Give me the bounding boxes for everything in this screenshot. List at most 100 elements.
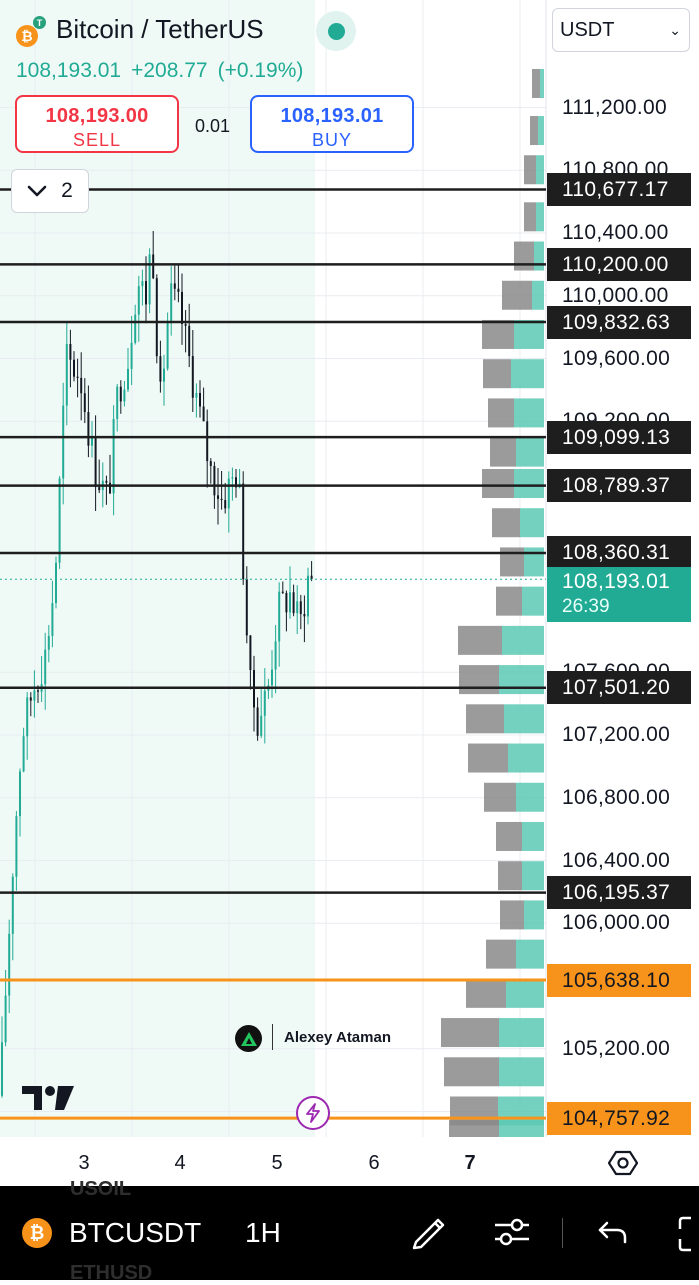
- candle-body: [145, 281, 147, 305]
- author-separator: [272, 1024, 273, 1050]
- candle-body: [26, 697, 29, 737]
- tradingview-logo-icon[interactable]: [20, 1082, 76, 1112]
- volume-profile-up-bar: [522, 586, 544, 616]
- price-tick-label: 106,400.00: [562, 848, 671, 872]
- volume-profile-up-bar: [524, 547, 544, 577]
- candle-body: [55, 562, 57, 604]
- candle-body: [65, 344, 68, 406]
- volume-profile-up-bar: [540, 68, 544, 98]
- candle-body: [199, 393, 201, 407]
- chart-settings-icon[interactable]: [608, 1148, 638, 1178]
- fullscreen-icon[interactable]: [677, 1214, 699, 1254]
- volume-profile-down-bar: [524, 155, 536, 185]
- level-price-label: 106,195.37: [547, 876, 691, 910]
- volume-profile-up-bar: [522, 861, 544, 891]
- toolbar-symbol-button[interactable]: BTCUSDT: [69, 1217, 202, 1248]
- time-axis[interactable]: [0, 1137, 699, 1186]
- author-logo-icon: [235, 1025, 262, 1052]
- symbol-title[interactable]: Bitcoin / TetherUS: [56, 14, 264, 44]
- candle-body: [155, 278, 158, 357]
- volume-profile-down-bar: [492, 508, 520, 538]
- level-price-label: 108,789.37: [547, 469, 691, 503]
- candle-body: [29, 697, 32, 701]
- change-pct: (+0.19%): [217, 59, 304, 82]
- price-tick-label: 111,200.00: [562, 95, 667, 119]
- buy-label: BUY: [311, 130, 352, 150]
- candle-body: [289, 592, 291, 613]
- volume-profile-up-bar: [502, 625, 544, 655]
- indicators-settings-icon[interactable]: [493, 1214, 531, 1250]
- bitcoin-coin-icon: ₿: [22, 1218, 52, 1248]
- volume-profile-up-bar: [532, 280, 544, 310]
- candle-body: [22, 736, 25, 772]
- candle-body: [184, 324, 187, 326]
- chart-canvas[interactable]: [0, 0, 699, 1186]
- candle-body: [209, 461, 212, 466]
- current-price-value: 108,193.01: [562, 570, 671, 593]
- candle-body: [278, 591, 281, 642]
- volume-profile-up-bar: [511, 359, 544, 389]
- volume-profile-down-bar: [514, 241, 534, 271]
- ghost-symbol-above: USOIL: [70, 1178, 132, 1200]
- toolbar-interval-button[interactable]: 1H: [245, 1217, 281, 1248]
- volume-profile-up-bar: [499, 665, 544, 695]
- volume-profile-down-bar: [482, 469, 514, 498]
- level-price-label: 110,200.00: [547, 247, 691, 281]
- chart-area[interactable]: ₿ T Bitcoin / TetherUS 108,193.01 +208.77…: [0, 0, 699, 1186]
- volume-profile-up-bar: [538, 116, 544, 146]
- undo-icon[interactable]: [597, 1220, 629, 1246]
- candle-body: [213, 465, 216, 496]
- buy-button[interactable]: 108,193.01 BUY: [250, 95, 414, 153]
- candle-body: [76, 376, 79, 378]
- candle-body: [87, 412, 90, 446]
- candle-body: [271, 669, 273, 686]
- price-tick-label: 110,400.00: [562, 221, 669, 244]
- candle-body: [152, 254, 155, 279]
- volume-profile-up-bar: [536, 155, 544, 185]
- volume-profile-up-bar: [514, 398, 544, 428]
- sell-button[interactable]: 108,193.00 SELL: [15, 95, 179, 153]
- candle-body: [206, 421, 209, 462]
- candle-body: [274, 641, 277, 670]
- candle-body: [33, 690, 36, 701]
- chevron-down-icon: [27, 185, 47, 197]
- drawing-tools-icon[interactable]: [408, 1212, 448, 1252]
- price-tick-label: 107,200.00: [562, 723, 671, 746]
- market-open-indicator[interactable]: [316, 11, 356, 51]
- candle-body: [137, 286, 140, 315]
- level-price-label: 107,501.20: [547, 671, 691, 705]
- volume-profile-down-bar: [532, 68, 540, 98]
- bolt-icon[interactable]: [296, 1096, 330, 1130]
- candle-body: [260, 715, 263, 736]
- candle-body: [119, 386, 122, 402]
- candle-body: [98, 487, 101, 491]
- volume-profile-up-bar: [536, 202, 544, 232]
- candle-body: [109, 482, 111, 494]
- currency-select[interactable]: USDT ⌄: [552, 8, 690, 52]
- candle-body: [188, 325, 191, 357]
- volume-profile-up-bar: [534, 241, 544, 271]
- spread-value: 0.01: [195, 116, 231, 136]
- candle-body: [94, 436, 97, 488]
- candle-body: [116, 386, 119, 419]
- volume-profile-down-bar: [466, 704, 504, 734]
- candle-body: [148, 254, 151, 305]
- candle-body: [15, 816, 18, 877]
- volume-profile-down-bar: [444, 1057, 499, 1087]
- indicators-collapse-button[interactable]: 2: [11, 169, 89, 213]
- volume-profile-down-bar: [498, 861, 522, 891]
- candle-body: [227, 478, 230, 509]
- candle-body: [191, 356, 194, 398]
- volume-profile-down-bar: [483, 359, 511, 389]
- volume-profile-down-bar: [496, 821, 522, 851]
- candle-body: [4, 995, 7, 1043]
- buy-price: 108,193.01: [280, 105, 384, 127]
- candle-body: [285, 592, 288, 613]
- volume-profile-down-bar: [500, 900, 524, 930]
- candle-body: [112, 418, 115, 494]
- volume-profile-down-bar: [496, 586, 522, 616]
- level-price-label: 105,638.10: [547, 963, 691, 997]
- candle-body: [263, 690, 266, 716]
- candle-body: [181, 291, 183, 325]
- candle-body: [69, 344, 72, 360]
